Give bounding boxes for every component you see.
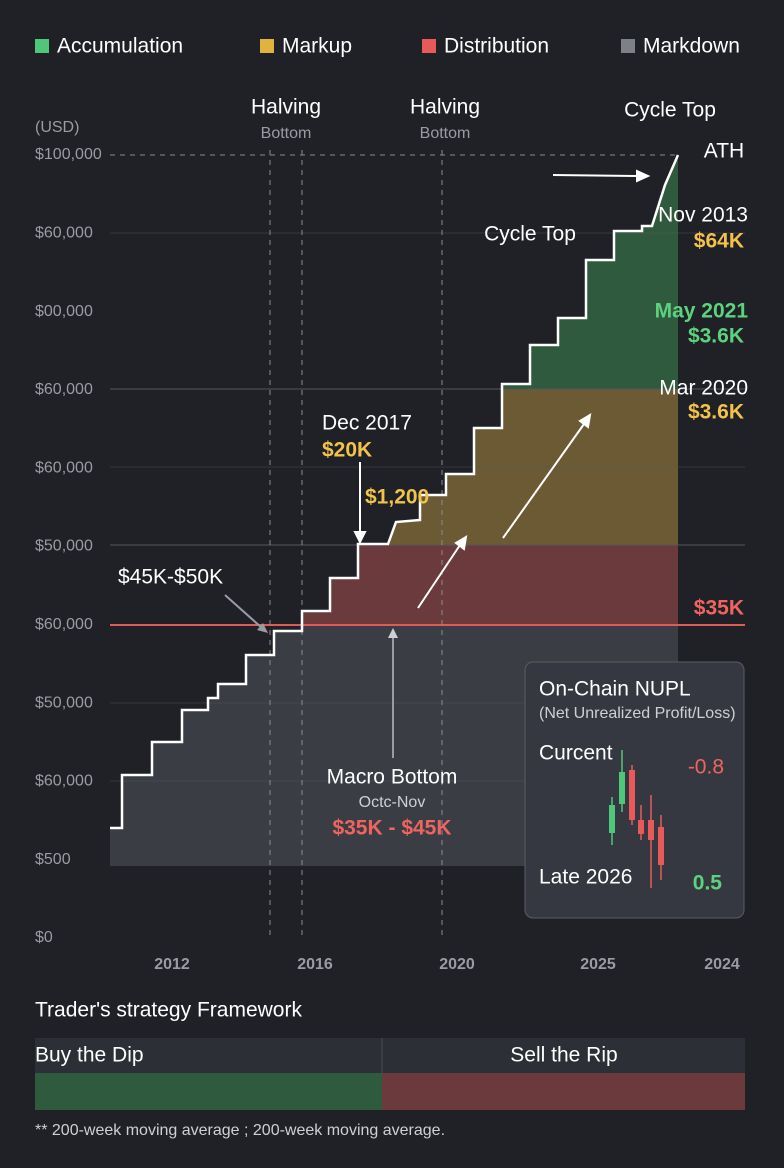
annotation: ATH: [704, 140, 744, 163]
annotation: $35K - $45K: [332, 817, 451, 840]
gridlines: [110, 232, 745, 782]
framework-left: Buy the Dip: [35, 1044, 144, 1067]
panel-label: Late 2026: [539, 866, 632, 889]
arrow-head: [454, 535, 468, 551]
y-tick-label: $50,000: [35, 538, 93, 555]
dashed-lines: [110, 150, 678, 940]
annotation: Octc-Nov: [359, 794, 426, 811]
annotation: Dec 2017: [322, 412, 412, 435]
annotation: Cycle Top: [484, 223, 576, 246]
annotation: $3.6K: [688, 325, 744, 348]
y-tick-label: $60,000: [35, 616, 93, 633]
arrow: [417, 544, 461, 609]
x-tick-label: 2012: [154, 956, 190, 973]
annotation: Cycle Top: [624, 99, 716, 122]
framework-right: Sell the Rip: [510, 1044, 617, 1067]
arrow-head: [578, 413, 592, 429]
arrows: [224, 169, 651, 758]
annotation: Mar 2020: [659, 377, 748, 400]
panel-title: On-Chain NUPL: [539, 678, 691, 701]
y-tick-label: $100,000: [35, 146, 102, 163]
annotation: Nov 2013: [658, 204, 748, 227]
framework-title: Trader's strategy Framework: [35, 999, 302, 1022]
nupl-panel: On-Chain NUPL (Net Unrealized Profit/Los…: [524, 661, 745, 919]
framework-header: [35, 1038, 745, 1073]
legend-label: Markdown: [643, 35, 740, 58]
panel-label: Curcent: [539, 742, 613, 765]
x-tick-label: 2024: [704, 956, 740, 973]
footnote: ** 200-week moving average ; 200-week mo…: [35, 1122, 445, 1139]
panel-value: 0.5: [693, 872, 723, 895]
legend-swatch: [621, 39, 635, 53]
y-tick-label: $60,000: [35, 459, 93, 476]
arrow: [552, 174, 641, 177]
arrow-head: [257, 623, 268, 633]
accumulation-area: [110, 155, 678, 389]
legend-label: Accumulation: [57, 35, 183, 58]
sell-bar: [382, 1073, 745, 1110]
annotations: Halving Bottom Halving Bottom Cycle Top …: [118, 96, 748, 840]
annotation: $20K: [322, 439, 372, 462]
annotation: Bottom: [420, 125, 471, 142]
annotation: Halving: [410, 96, 480, 119]
legend-swatch: [422, 39, 436, 53]
legend-label: Markup: [282, 35, 352, 58]
axis-unit: (USD): [35, 119, 79, 136]
x-tick-label: 2020: [439, 956, 475, 973]
y-tick-label: $00,000: [35, 303, 93, 320]
legend-swatch: [260, 39, 274, 53]
annotation: $3.6K: [688, 401, 744, 424]
annotation: Halving: [251, 96, 321, 119]
legend: Accumulation Markup Distribution Markdow…: [35, 35, 740, 58]
panel-subtitle: (Net Unrealized Profit/Loss): [539, 705, 736, 722]
arrow: [224, 594, 263, 629]
legend-swatch: [35, 39, 49, 53]
buy-bar: [35, 1073, 382, 1110]
x-tick-label: 2025: [580, 956, 616, 973]
annotation: $45K-$50K: [118, 566, 223, 589]
arrow-head: [353, 531, 367, 545]
annotation: Macro Bottom: [327, 766, 458, 789]
annotation: $35K: [694, 597, 744, 620]
y-tick-label: $60,000: [35, 773, 93, 790]
y-tick-label: $50,000: [35, 694, 93, 711]
price-line: [110, 154, 680, 830]
annotation: Bottom: [261, 125, 312, 142]
legend-label: Distribution: [444, 35, 549, 58]
y-tick-label: $60,000: [35, 225, 93, 242]
y-tick-label: $500: [35, 851, 71, 868]
annotation: $1,200: [365, 486, 429, 509]
x-tick-label: 2016: [297, 956, 333, 973]
annotation: $64K: [694, 230, 744, 253]
arrow-head: [388, 628, 398, 638]
framework: Trader's strategy Framework Buy the Dip …: [35, 999, 745, 1139]
annotation: May 2021: [655, 300, 749, 323]
arrow: [502, 423, 585, 539]
arrow-head: [636, 169, 651, 183]
y-tick-label: $0: [35, 929, 53, 946]
y-tick-label: $60,000: [35, 381, 93, 398]
panel-value: -0.8: [688, 756, 724, 779]
candles: [609, 750, 664, 888]
